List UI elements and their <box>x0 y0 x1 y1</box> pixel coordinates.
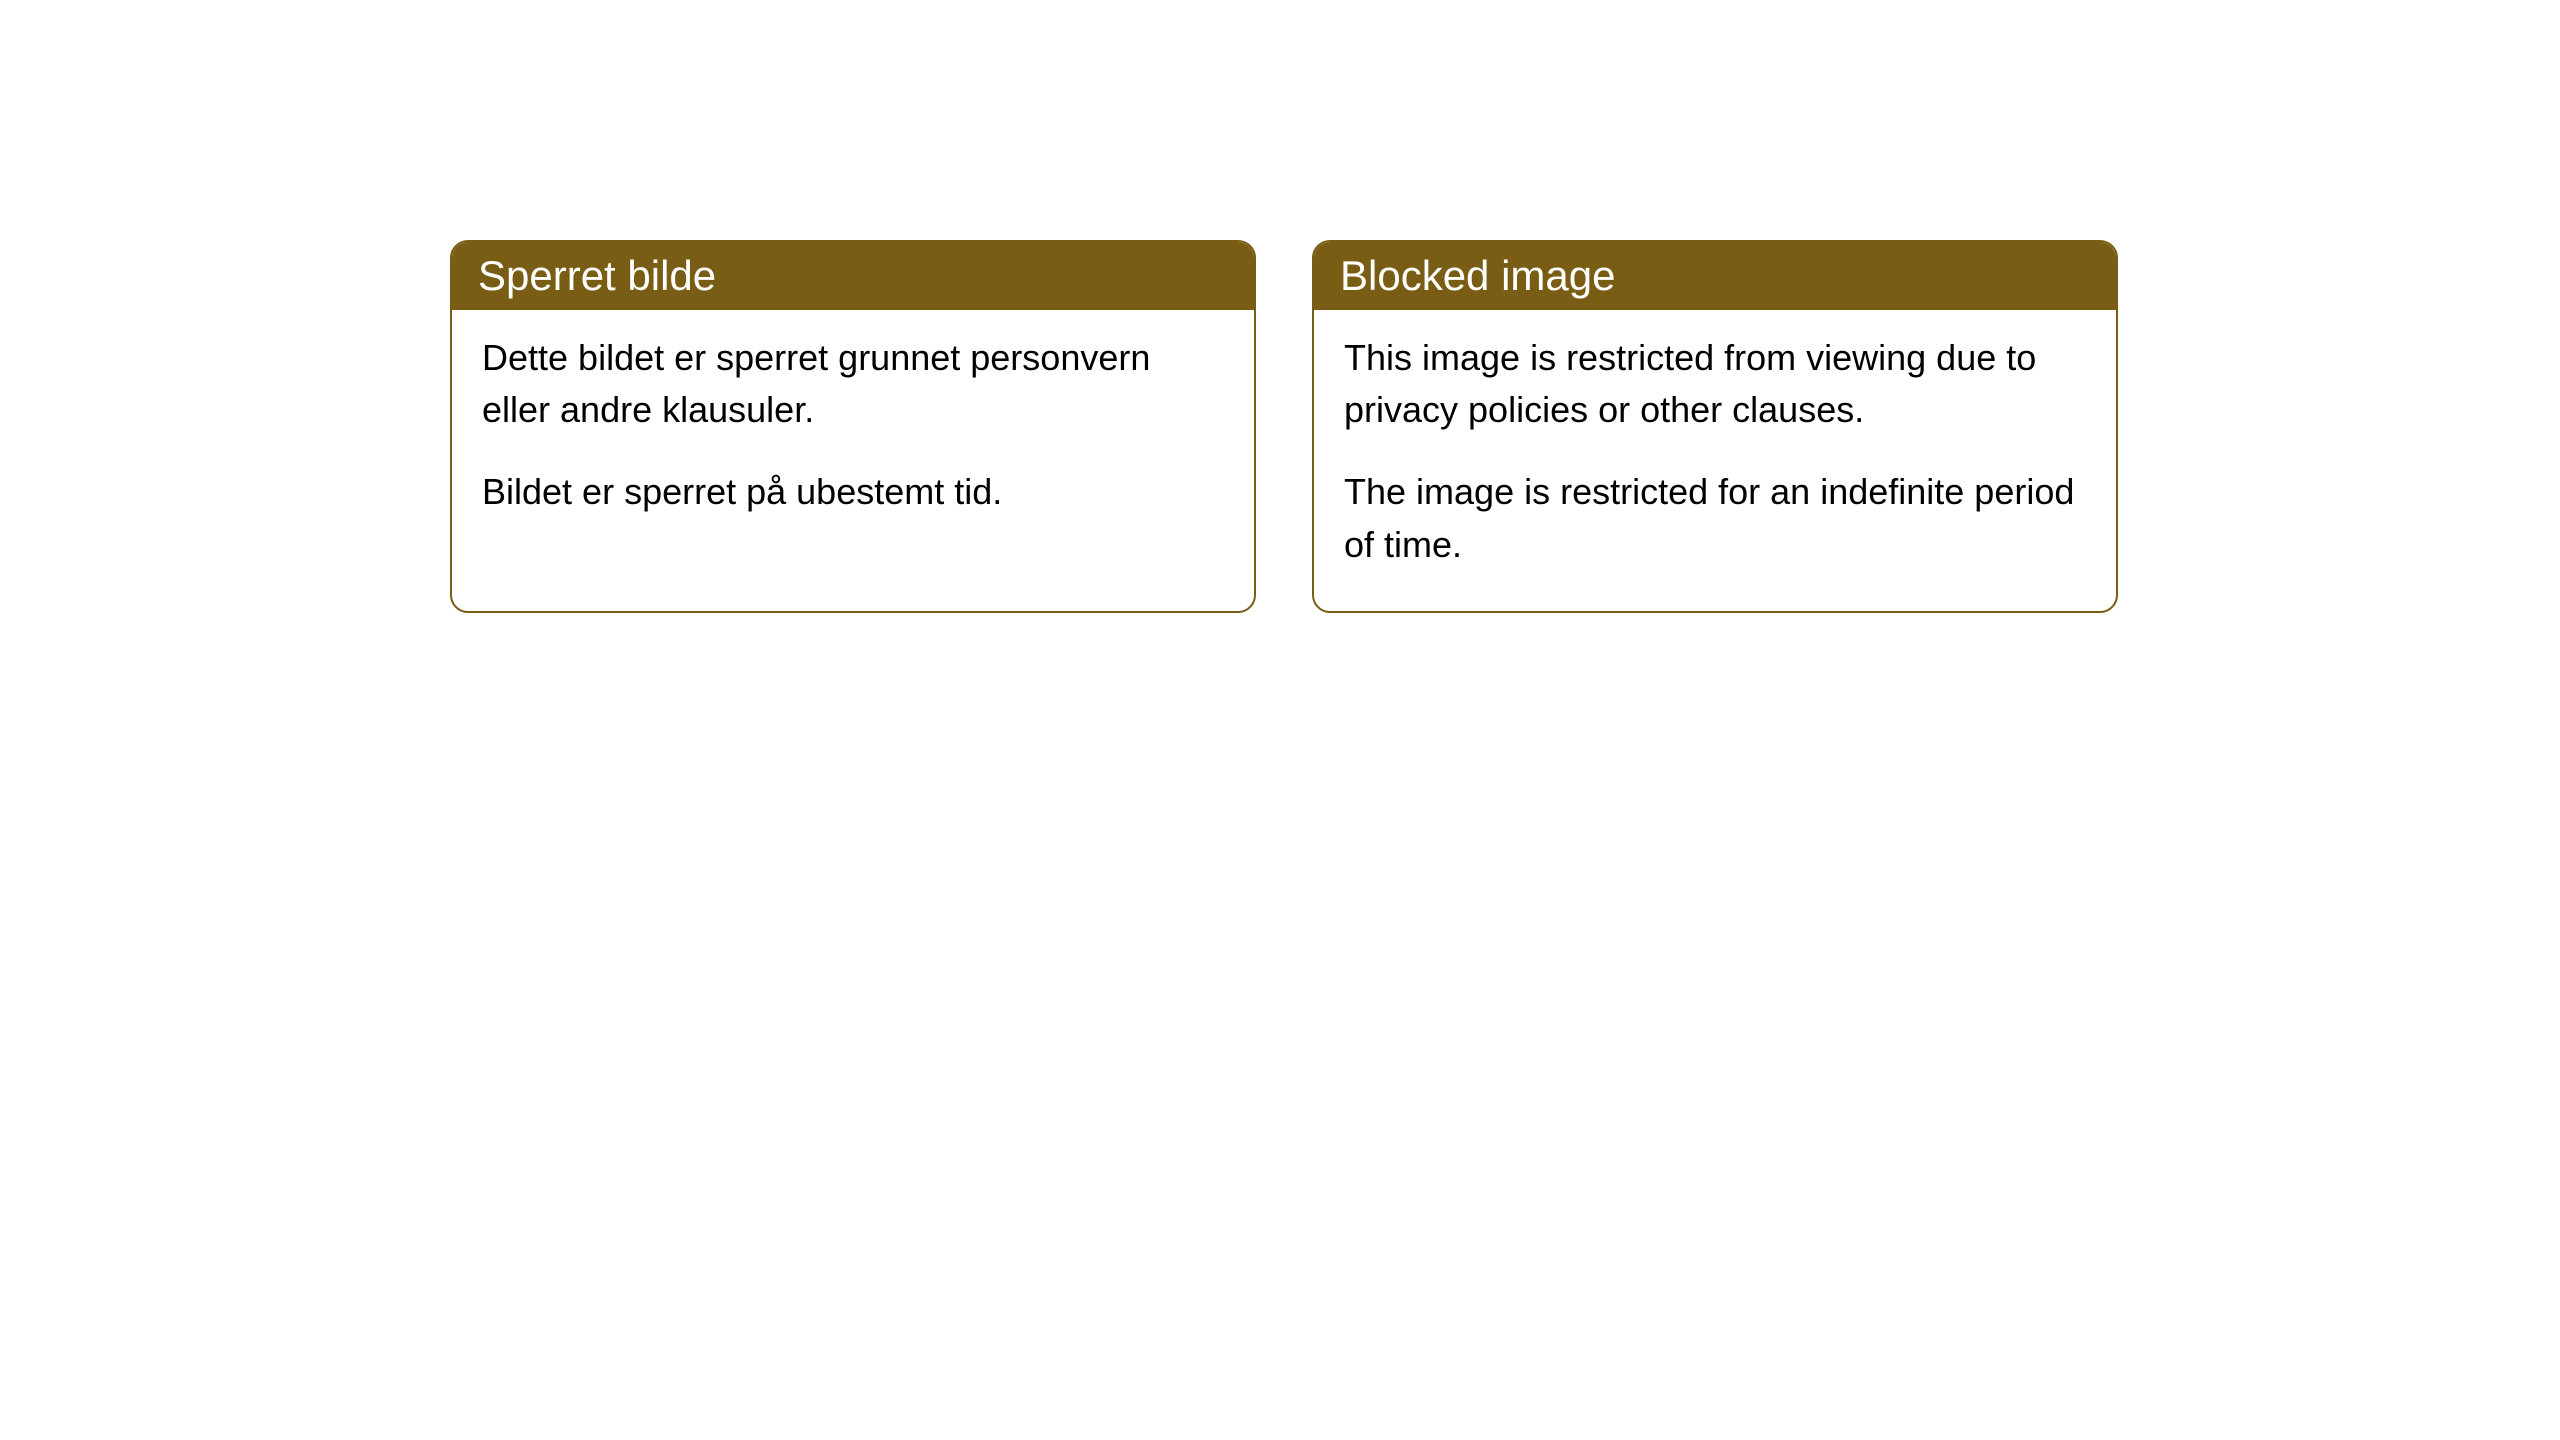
card-paragraph-2-english: The image is restricted for an indefinit… <box>1344 466 2086 570</box>
card-header-norwegian: Sperret bilde <box>452 242 1254 310</box>
card-header-english: Blocked image <box>1314 242 2116 310</box>
notice-cards-container: Sperret bilde Dette bildet er sperret gr… <box>0 0 2560 613</box>
card-body-english: This image is restricted from viewing du… <box>1314 310 2116 611</box>
card-paragraph-2-norwegian: Bildet er sperret på ubestemt tid. <box>482 466 1224 518</box>
card-paragraph-1-norwegian: Dette bildet er sperret grunnet personve… <box>482 332 1224 436</box>
card-title-norwegian: Sperret bilde <box>478 252 716 299</box>
card-body-norwegian: Dette bildet er sperret grunnet personve… <box>452 310 1254 559</box>
card-title-english: Blocked image <box>1340 252 1615 299</box>
blocked-image-card-norwegian: Sperret bilde Dette bildet er sperret gr… <box>450 240 1256 613</box>
blocked-image-card-english: Blocked image This image is restricted f… <box>1312 240 2118 613</box>
card-paragraph-1-english: This image is restricted from viewing du… <box>1344 332 2086 436</box>
